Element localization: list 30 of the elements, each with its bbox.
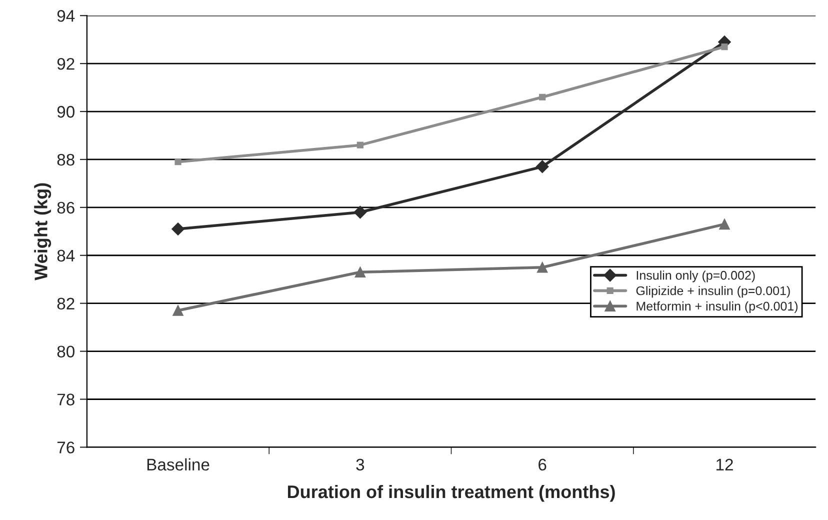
point [174, 158, 182, 166]
legend-label: Metformin + insulin (p<0.001) [636, 301, 798, 314]
y-tick-label: 82 [57, 298, 74, 310]
x-tick-label: Baseline [147, 458, 210, 471]
point [536, 160, 549, 174]
y-tick-label: 84 [57, 250, 75, 262]
y-tick-label: 76 [57, 442, 74, 454]
point [721, 43, 728, 50]
legend-label: Glipizide + insulin (p=0.001) [636, 286, 790, 298]
y-axis-title: Weight (kg) [34, 183, 52, 280]
point [354, 266, 366, 278]
y-tick-label: 86 [57, 202, 74, 214]
point [172, 222, 184, 236]
x-tick-label: 6 [538, 458, 546, 471]
x-axis-title: Duration of insulin treatment (months) [288, 484, 615, 502]
x-tick-label: 12 [716, 458, 733, 470]
y-tick-label: 78 [57, 394, 74, 406]
point [719, 218, 730, 230]
point [539, 94, 546, 100]
y-tick-label: 92 [57, 58, 74, 70]
point [536, 262, 548, 273]
legend-label: Insulin only (p=0.002) [636, 270, 755, 282]
y-tick-label: 80 [57, 346, 74, 358]
point [356, 142, 364, 148]
point [354, 206, 367, 219]
y-tick-label: 88 [57, 154, 74, 166]
point [172, 305, 184, 316]
y-tick-label: 90 [57, 106, 74, 118]
y-tick-label: 94 [57, 10, 75, 22]
x-tick-label: 3 [356, 458, 364, 471]
